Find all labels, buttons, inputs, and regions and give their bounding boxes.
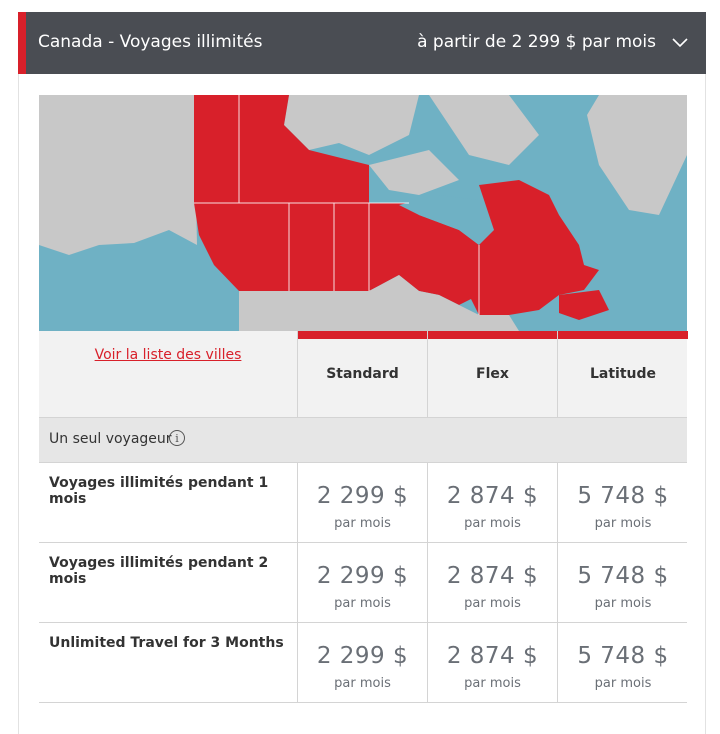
chevron-down-icon[interactable]: [672, 34, 688, 50]
price-amount: 2 874 $: [446, 483, 539, 509]
price-cell[interactable]: 2 299 $ par mois: [297, 463, 427, 542]
table-row: Voyages illimités pendant 2 mois 2 299 $…: [39, 543, 687, 623]
header-accent-bar: [18, 12, 26, 74]
baffin-island: [429, 95, 539, 165]
column-label: Latitude: [589, 366, 657, 382]
column-label: Flex: [476, 366, 509, 382]
table-row: Voyages illimités pendant 1 mois 2 299 $…: [39, 463, 687, 543]
greenland-land: [587, 95, 687, 215]
column-flex: Flex: [427, 331, 557, 417]
pricing-table-header: Voir la liste des villes Standard Flex L…: [39, 331, 688, 417]
price-cell[interactable]: 5 748 $ par mois: [557, 543, 688, 622]
price-cell[interactable]: 2 874 $ par mois: [427, 543, 557, 622]
city-list-link[interactable]: Voir la liste des villes: [94, 347, 242, 363]
city-list-cell: Voir la liste des villes: [39, 331, 297, 417]
table-row: Unlimited Travel for 3 Months 2 299 $ pa…: [39, 623, 687, 703]
price-period: par mois: [464, 596, 521, 611]
price-amount: 5 748 $: [577, 483, 669, 509]
price-period: par mois: [594, 676, 652, 691]
price-amount: 2 874 $: [446, 563, 539, 589]
pricing-table: Voir la liste des villes Standard Flex L…: [39, 331, 688, 703]
western-provinces: [194, 203, 479, 305]
price-amount: 2 299 $: [316, 643, 409, 669]
price-period: par mois: [594, 516, 652, 531]
column-latitude: Latitude: [557, 331, 688, 417]
price-amount: 2 299 $: [316, 563, 409, 589]
usa-land: [239, 275, 519, 331]
plan-title: Canada - Voyages illimités: [38, 32, 263, 52]
price-cell[interactable]: 2 874 $ par mois: [427, 623, 557, 702]
canada-map: [39, 95, 687, 331]
price-amount: 2 299 $: [316, 483, 409, 509]
price-from-label: à partir de 2 299 $ par mois: [417, 32, 656, 52]
column-label: Standard: [326, 366, 399, 382]
row-label: Unlimited Travel for 3 Months: [49, 635, 284, 651]
price-period: par mois: [464, 516, 521, 531]
price-amount: 2 874 $: [446, 643, 539, 669]
hudson-bay: [399, 195, 494, 245]
arctic-island: [369, 150, 459, 195]
quebec-atlantic: [469, 180, 599, 315]
price-amount: 5 748 $: [577, 643, 669, 669]
price-period: par mois: [594, 596, 652, 611]
plan-header[interactable]: Canada - Voyages illimités à partir de 2…: [18, 12, 706, 74]
maritimes: [559, 290, 609, 320]
price-period: par mois: [334, 516, 391, 531]
plan-card: Canada - Voyages illimités à partir de 2…: [18, 12, 706, 734]
arctic-islands: [284, 95, 419, 155]
price-period: par mois: [334, 676, 391, 691]
info-icon[interactable]: i: [169, 430, 185, 446]
price-cell[interactable]: 5 748 $ par mois: [557, 623, 688, 702]
price-cell[interactable]: 5 748 $ par mois: [557, 463, 688, 542]
price-cell[interactable]: 2 299 $ par mois: [297, 543, 427, 622]
row-label: Voyages illimités pendant 2 mois: [49, 555, 269, 587]
price-cell[interactable]: 2 299 $ par mois: [297, 623, 427, 702]
column-standard: Standard: [297, 331, 427, 417]
price-amount: 5 748 $: [577, 563, 669, 589]
yukon-nwt: [194, 95, 369, 203]
alaska-land: [39, 95, 197, 255]
single-traveller-section: Un seul voyageur i: [39, 417, 687, 463]
plan-panel: Voir la liste des villes Standard Flex L…: [18, 74, 706, 734]
price-cell[interactable]: 2 874 $ par mois: [427, 463, 557, 542]
price-period: par mois: [464, 676, 521, 691]
section-label: Un seul voyageur: [49, 431, 172, 447]
row-label: Voyages illimités pendant 1 mois: [49, 475, 269, 507]
price-period: par mois: [334, 596, 391, 611]
